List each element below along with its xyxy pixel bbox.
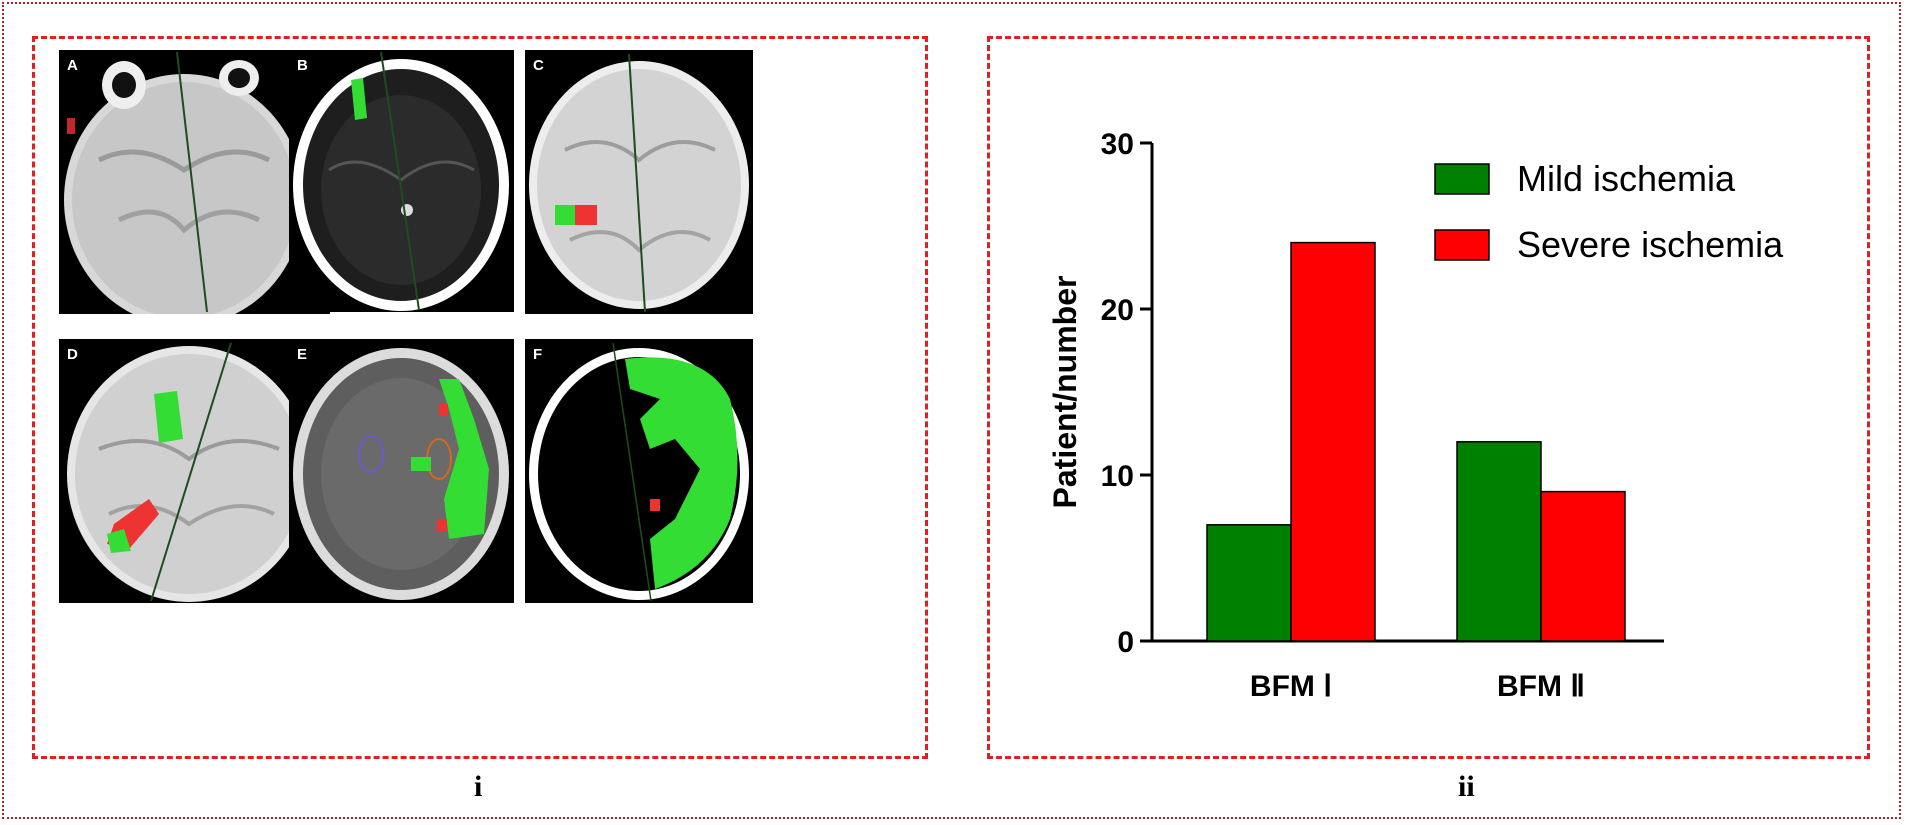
- tile-letter-c: C: [533, 57, 544, 74]
- bar-severe-2: [1540, 490, 1626, 642]
- tile-letter-f: F: [533, 346, 543, 363]
- ct-tile-c: C: [525, 50, 753, 314]
- ct-tile-a: A: [59, 50, 330, 314]
- x-tick-label: BFM Ⅱ: [1497, 670, 1585, 703]
- ct-scan-a: [64, 51, 304, 314]
- bar-severe-1: [1290, 241, 1376, 642]
- panel-i-label: i: [474, 770, 483, 803]
- tile-letter-e: E: [297, 346, 308, 363]
- bar-mild-2: [1456, 441, 1542, 642]
- legend-label-mild: Mild ischemia: [1517, 158, 1736, 199]
- ct-tile-b: B: [289, 50, 514, 312]
- tile-letter-a: A: [67, 57, 78, 74]
- legend-swatch-mild: [1434, 163, 1490, 195]
- y-axis-title: Patient/number: [1047, 276, 1083, 509]
- ct-scan-b: [293, 51, 509, 311]
- ct-scan-c: [529, 53, 749, 313]
- ct-scan-e: [293, 348, 509, 600]
- legend-label-severe: Severe ischemia: [1517, 224, 1784, 265]
- tile-letter-b: B: [297, 57, 308, 74]
- tile-letter-d: D: [67, 346, 78, 363]
- panel-i-ct-scans: A B C: [32, 36, 928, 759]
- y-tick-label: 30: [1101, 128, 1134, 161]
- panel-ii-bar-chart: [987, 36, 1870, 759]
- ct-tile-f: F: [525, 339, 753, 603]
- panel-ii-label: ii: [1458, 770, 1475, 803]
- y-tick-label: 10: [1101, 460, 1134, 493]
- ct-tile-e: E: [289, 339, 514, 603]
- bar-mild-1: [1206, 524, 1292, 642]
- y-tick-label: 0: [1117, 626, 1134, 659]
- ct-scan-d: [67, 342, 311, 602]
- legend-swatch-severe: [1434, 229, 1490, 261]
- ct-scan-f: [529, 342, 749, 602]
- ct-tile-d: D: [59, 339, 330, 603]
- x-tick-label: BFM Ⅰ: [1250, 670, 1332, 703]
- y-tick-label: 20: [1101, 294, 1134, 327]
